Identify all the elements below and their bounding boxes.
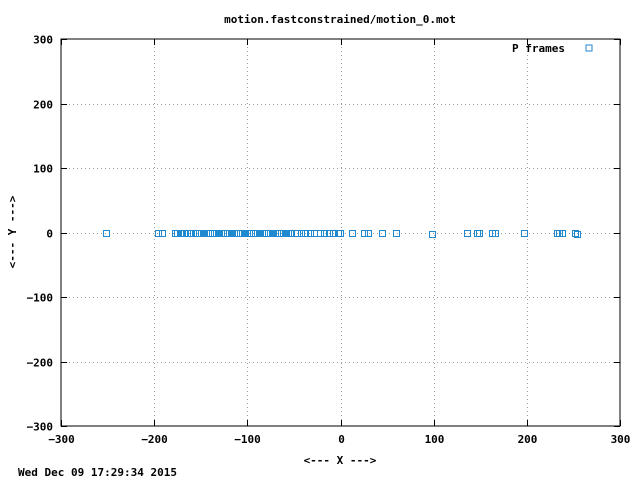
data-point [321, 230, 328, 237]
data-point [302, 230, 309, 237]
x-tick-label: 100 [425, 433, 445, 446]
data-point [464, 230, 471, 237]
data-point [429, 231, 436, 238]
data-point [393, 230, 400, 237]
data-point [207, 230, 214, 237]
axis-ticks: −300 −200 −100 0 100 200 300 −300 −200 −100 0 100 20… [27, 34, 631, 447]
data-points [103, 230, 581, 238]
chart-title: motion.fastconstrained/motion_0.mot [224, 13, 456, 26]
data-point [559, 230, 566, 237]
y-tick-label: −300 [27, 421, 54, 434]
data-point [349, 230, 356, 237]
legend-marker [585, 44, 593, 52]
data-point [209, 230, 216, 237]
data-point [311, 230, 318, 237]
data-point [298, 230, 305, 237]
data-point [337, 230, 344, 237]
data-point [287, 230, 294, 237]
legend-label: P frames [512, 42, 565, 55]
data-point [330, 230, 337, 237]
y-tick-label: −100 [27, 292, 54, 305]
x-tick-label: 0 [338, 433, 345, 446]
data-point [159, 230, 166, 237]
data-point [103, 230, 110, 237]
x-axis-label: <--- X ---> [304, 454, 377, 467]
y-tick-label: −200 [27, 357, 54, 370]
x-tick-label: −200 [141, 433, 168, 446]
x-tick-label: −100 [234, 433, 261, 446]
x-tick-label: −300 [48, 433, 75, 446]
data-point [294, 230, 301, 237]
y-tick-label: 0 [46, 228, 53, 241]
grid [61, 39, 620, 426]
data-point [521, 230, 528, 237]
data-point [574, 231, 581, 238]
x-tick-label: 300 [611, 433, 631, 446]
data-point [235, 230, 242, 237]
data-point [263, 230, 270, 237]
plot-frame [60, 38, 621, 427]
data-point [326, 230, 333, 237]
data-point [361, 230, 368, 237]
y-tick-label: 200 [33, 99, 53, 112]
data-point [307, 230, 314, 237]
data-point [365, 230, 372, 237]
data-point [476, 230, 483, 237]
data-point [379, 230, 386, 237]
timestamp: Wed Dec 09 17:29:34 2015 [18, 466, 177, 479]
data-point [572, 230, 579, 237]
y-axis-label: <--- Y ---> [6, 195, 19, 268]
legend: P frames [512, 42, 593, 55]
y-tick-label: 100 [33, 163, 53, 176]
x-tick-label: 200 [518, 433, 538, 446]
data-point [492, 230, 499, 237]
data-point [155, 230, 162, 237]
data-point [317, 230, 324, 237]
y-tick-label: 300 [33, 34, 53, 47]
